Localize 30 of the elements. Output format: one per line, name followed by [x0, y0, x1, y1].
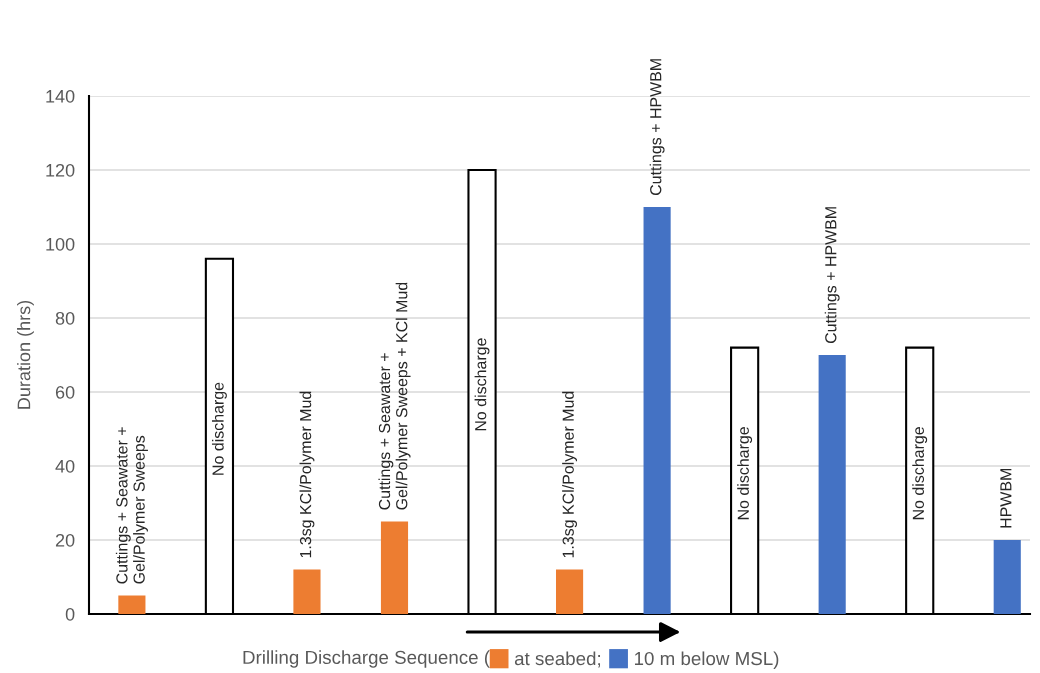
annotation: Cuttings + HPWBM — [824, 207, 840, 344]
annotation: Cuttings + Seawater + Gel/Polymer Sweeps — [115, 427, 148, 584]
y-tick-label: 140 — [46, 89, 75, 103]
bar — [993, 540, 1021, 614]
annotation: HPWBM — [1000, 468, 1012, 528]
bar — [293, 569, 321, 614]
legend-label: at seabed; — [514, 651, 601, 668]
y-tick-label: 100 — [46, 237, 75, 251]
y-tick-label: 80 — [55, 311, 75, 325]
annotation: No discharge — [211, 382, 227, 475]
annotation: No discharge — [474, 338, 490, 431]
y-axis-title: Duration (hrs) — [17, 300, 34, 409]
x-axis-title: Drilling Discharge Sequence ( — [243, 650, 490, 668]
annotation: 1.3sg KCl/Polymer Mud — [562, 391, 578, 558]
annotation: Cuttings + HPWBM — [649, 59, 665, 196]
annotation: 1.3sg KCl/Polymer Mud — [299, 391, 315, 558]
bar — [818, 355, 846, 614]
y-tick-label: 0 — [65, 607, 75, 621]
y-tick-label: 60 — [55, 385, 75, 399]
bar — [380, 521, 409, 614]
annotation: No discharge — [912, 427, 928, 520]
y-tick-label: 40 — [55, 459, 75, 473]
y-tick-label: 20 — [55, 533, 75, 547]
bar — [643, 207, 671, 614]
legend-label: 10 m below MSL) — [634, 651, 779, 669]
annotation: No discharge — [737, 427, 753, 520]
y-tick-label: 120 — [46, 163, 75, 177]
bar — [118, 595, 146, 614]
bar — [556, 569, 584, 614]
annotation: Cuttings + Seawater + Gel/Polymer Sweeps + KCl Mud — [378, 282, 411, 510]
